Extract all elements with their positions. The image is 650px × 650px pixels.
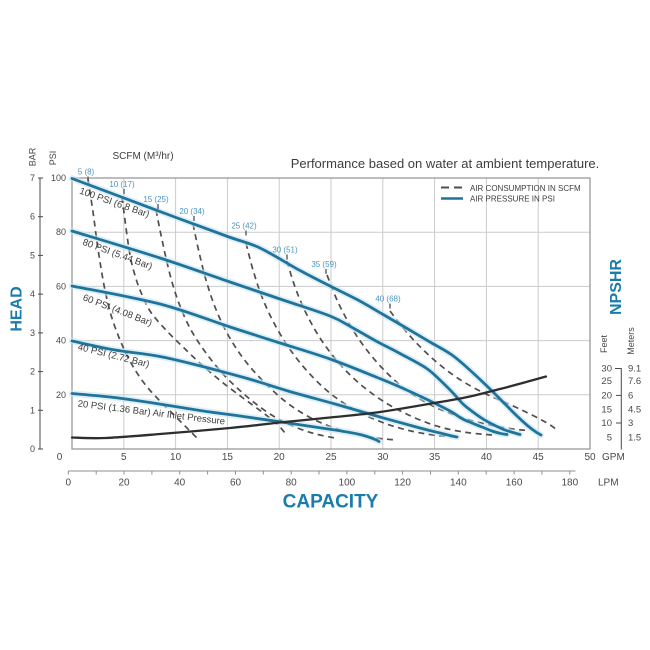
svg-text:80: 80 xyxy=(286,478,298,489)
svg-text:40: 40 xyxy=(174,478,186,489)
svg-text:100: 100 xyxy=(339,478,356,489)
svg-text:1: 1 xyxy=(30,405,35,415)
svg-text:4.5: 4.5 xyxy=(628,404,641,415)
svg-text:CAPACITY: CAPACITY xyxy=(283,492,379,513)
svg-text:0: 0 xyxy=(66,478,72,489)
svg-text:Feet: Feet xyxy=(599,334,609,353)
svg-text:160: 160 xyxy=(506,478,523,489)
svg-text:30: 30 xyxy=(601,364,612,375)
svg-text:9.1: 9.1 xyxy=(628,364,641,375)
svg-text:LPM: LPM xyxy=(598,478,619,489)
svg-text:25: 25 xyxy=(325,452,337,463)
svg-text:35 (59): 35 (59) xyxy=(311,260,337,269)
svg-text:7: 7 xyxy=(30,173,35,183)
svg-text:AIR CONSUMPTION IN SCFM: AIR CONSUMPTION IN SCFM xyxy=(470,184,581,193)
svg-text:120: 120 xyxy=(394,478,411,489)
svg-text:3: 3 xyxy=(628,418,633,429)
svg-text:5 (8): 5 (8) xyxy=(78,168,95,177)
svg-text:4: 4 xyxy=(30,289,35,299)
svg-text:5: 5 xyxy=(121,452,127,463)
svg-text:2: 2 xyxy=(30,367,35,377)
svg-text:0: 0 xyxy=(30,444,35,454)
svg-text:40: 40 xyxy=(481,452,493,463)
svg-text:15: 15 xyxy=(222,452,234,463)
svg-text:20: 20 xyxy=(56,390,66,400)
svg-text:15 (25): 15 (25) xyxy=(143,195,169,204)
svg-text:80: 80 xyxy=(56,227,66,237)
svg-text:10: 10 xyxy=(601,418,612,429)
svg-text:20 (34): 20 (34) xyxy=(179,207,205,216)
svg-text:BAR: BAR xyxy=(28,147,38,166)
svg-text:10: 10 xyxy=(170,452,182,463)
svg-text:30 (51): 30 (51) xyxy=(272,246,298,255)
svg-text:AIR PRESSURE IN PSI: AIR PRESSURE IN PSI xyxy=(470,195,555,204)
svg-text:60: 60 xyxy=(230,478,242,489)
svg-text:35: 35 xyxy=(429,452,441,463)
svg-text:40: 40 xyxy=(56,336,66,346)
svg-text:140: 140 xyxy=(450,478,467,489)
svg-text:60: 60 xyxy=(56,281,66,291)
svg-text:50: 50 xyxy=(584,452,596,463)
svg-text:30: 30 xyxy=(377,452,389,463)
svg-text:6: 6 xyxy=(628,390,633,401)
svg-text:20: 20 xyxy=(274,452,286,463)
svg-text:0: 0 xyxy=(57,452,63,463)
svg-text:180: 180 xyxy=(561,478,578,489)
svg-text:10 (17): 10 (17) xyxy=(109,180,135,189)
svg-text:GPM: GPM xyxy=(602,452,625,463)
svg-text:Performance based on water at: Performance based on water at ambient te… xyxy=(291,156,600,171)
svg-text:6: 6 xyxy=(30,212,35,222)
svg-text:Meters: Meters xyxy=(626,327,636,355)
svg-text:20: 20 xyxy=(118,478,130,489)
svg-text:40 (68): 40 (68) xyxy=(375,295,401,304)
svg-text:NPSHR: NPSHR xyxy=(608,259,625,315)
svg-text:3: 3 xyxy=(30,328,35,338)
svg-text:20: 20 xyxy=(601,390,612,401)
svg-text:SCFM (M³/hr): SCFM (M³/hr) xyxy=(112,151,173,162)
svg-text:15: 15 xyxy=(601,404,612,415)
svg-text:1.5: 1.5 xyxy=(628,433,641,444)
svg-text:25: 25 xyxy=(601,376,612,387)
svg-text:25 (42): 25 (42) xyxy=(231,222,257,231)
svg-text:PSI: PSI xyxy=(48,151,58,166)
svg-text:45: 45 xyxy=(533,452,545,463)
svg-text:100: 100 xyxy=(51,173,66,183)
svg-text:HEAD: HEAD xyxy=(9,286,26,331)
svg-text:5: 5 xyxy=(30,250,35,260)
svg-text:5: 5 xyxy=(607,433,612,444)
svg-text:7.6: 7.6 xyxy=(628,376,641,387)
